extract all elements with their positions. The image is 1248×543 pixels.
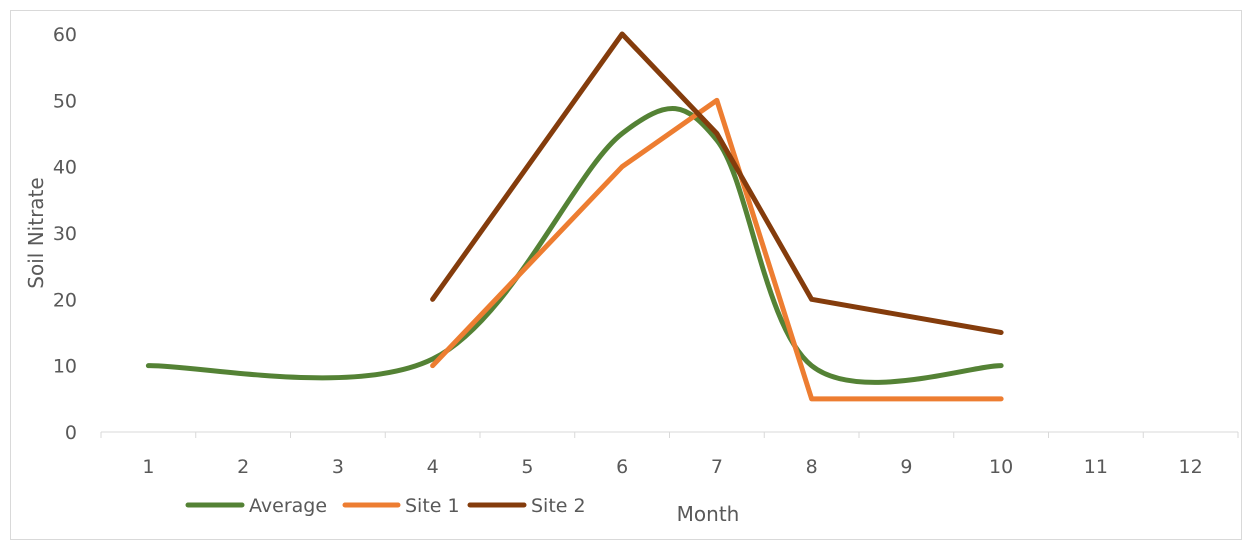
legend-label-average: Average xyxy=(249,495,327,517)
x-axis-title: Month xyxy=(677,502,740,526)
x-tick-label: 6 xyxy=(616,456,628,478)
x-tick-label: 12 xyxy=(1179,456,1203,478)
series-line-site-1 xyxy=(430,97,1004,402)
x-tick-label: 3 xyxy=(332,456,344,478)
x-tick-labels: 1 2 3 4 5 6 7 8 9 10 11 12 xyxy=(142,456,1202,478)
x-tick-label: 10 xyxy=(989,456,1013,478)
chart-frame xyxy=(10,10,1242,540)
series-line-average xyxy=(145,106,1004,385)
legend-label-site-2: Site 2 xyxy=(531,495,586,517)
y-tick-label: 50 xyxy=(53,90,77,112)
y-tick-label: 0 xyxy=(65,422,77,444)
series-layer xyxy=(145,31,1004,402)
x-ticks xyxy=(100,432,1239,438)
y-tick-label: 20 xyxy=(53,289,77,311)
y-tick-labels: 0 10 20 30 40 50 60 xyxy=(53,24,77,444)
legend: Average Site 1 Site 2 xyxy=(185,495,586,517)
x-tick-label: 11 xyxy=(1084,456,1108,478)
y-tick-label: 30 xyxy=(53,223,77,245)
x-tick-label: 9 xyxy=(900,456,912,478)
x-tick-label: 7 xyxy=(711,456,723,478)
x-tick-label: 5 xyxy=(521,456,533,478)
x-tick-label: 2 xyxy=(237,456,249,478)
y-tick-label: 60 xyxy=(53,24,77,46)
x-tick-label: 8 xyxy=(806,456,818,478)
y-tick-label: 10 xyxy=(53,356,77,378)
x-tick-label: 4 xyxy=(427,456,439,478)
x-tick-label: 1 xyxy=(142,456,154,478)
y-axis-title: Soil Nitrate xyxy=(24,177,48,288)
series-line-site-2 xyxy=(430,31,1004,335)
y-tick-label: 40 xyxy=(53,157,77,179)
legend-label-site-1: Site 1 xyxy=(405,495,460,517)
